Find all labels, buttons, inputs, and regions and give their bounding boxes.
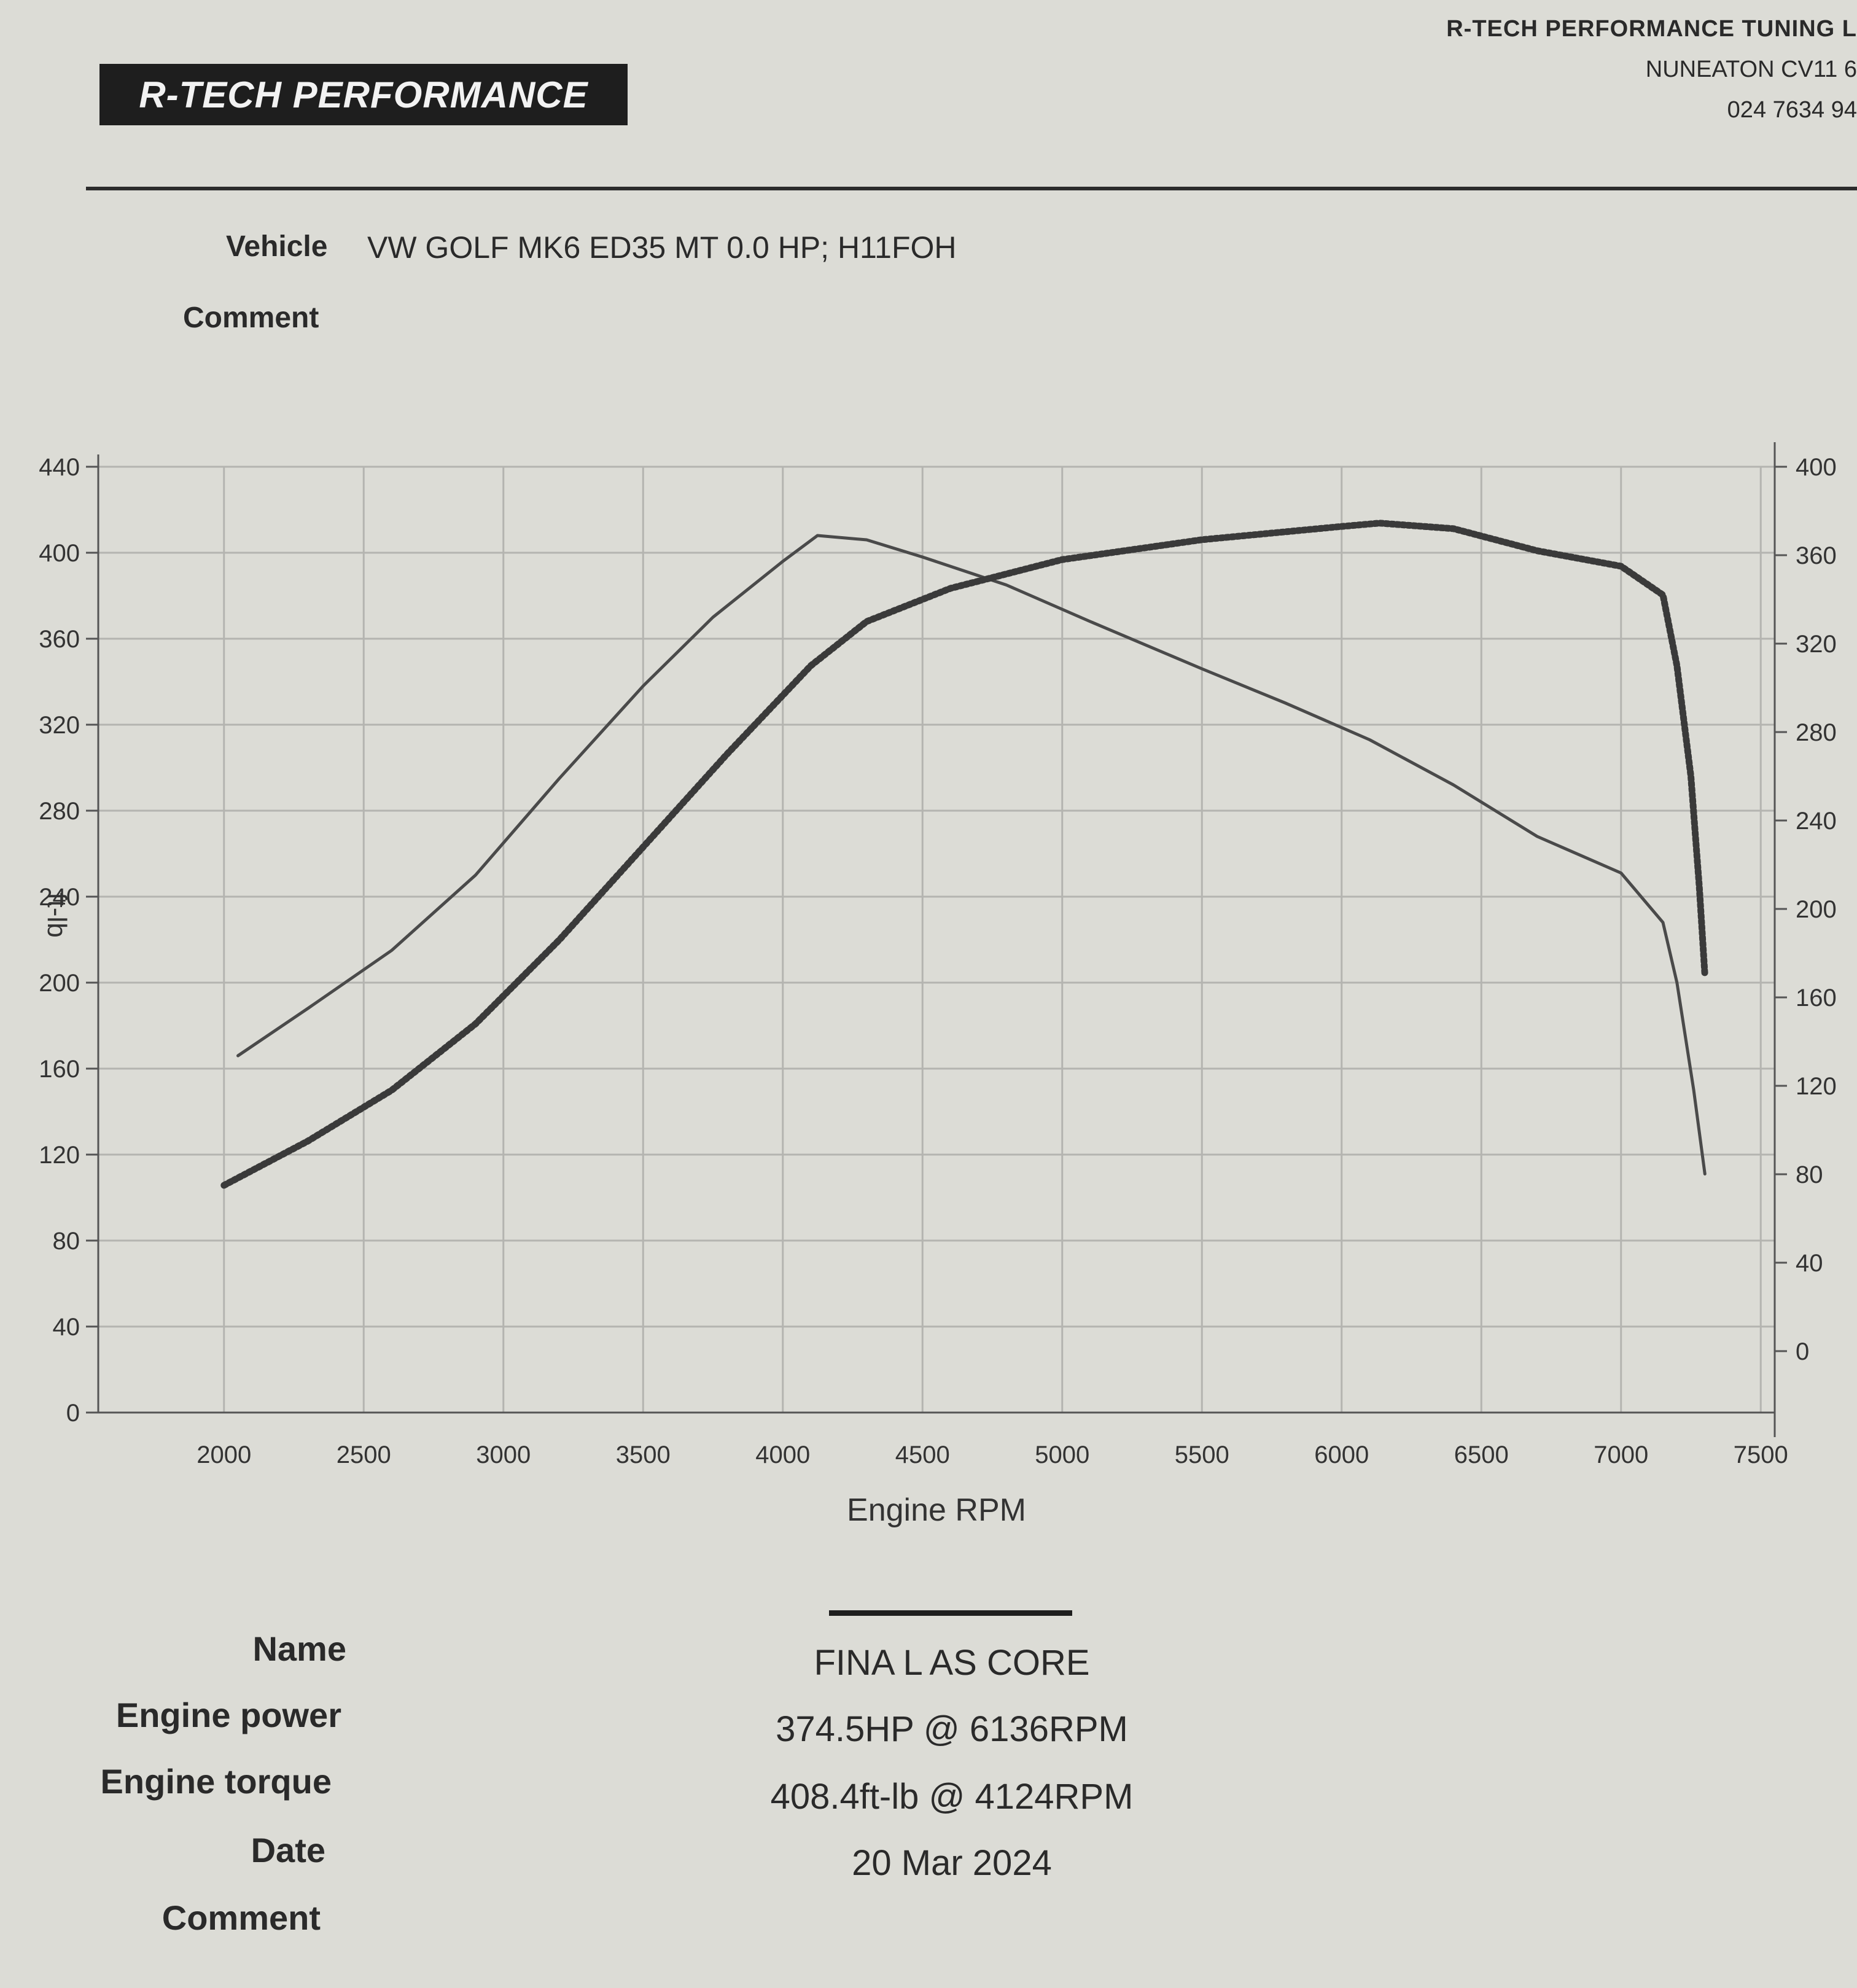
y2-tick-label: 80 — [1796, 1161, 1823, 1188]
dyno-chart: 2000 2500 3000 3500 4000 4500 5000 5500 6000 6500… — [39, 442, 1837, 1528]
x-tick-label: 3000 — [476, 1441, 531, 1468]
summary-name-value: FINA L AS CORE — [814, 1643, 1090, 1683]
y2-tick-label: 40 — [1796, 1250, 1823, 1277]
summary-torque-value: 408.4ft-lb @ 4124RPM — [770, 1777, 1134, 1817]
chart-grid — [98, 466, 1775, 1414]
x-tick-label: 7500 — [1734, 1441, 1788, 1468]
company-town: NUNEATON CV11 6 — [1645, 57, 1857, 82]
x-tick-label: 5500 — [1175, 1441, 1229, 1468]
y-tick-label: 360 — [39, 626, 80, 653]
y-tick-label: 0 — [66, 1400, 80, 1427]
x-tick-label: 3500 — [616, 1441, 671, 1468]
x-tick-label: 2500 — [337, 1441, 391, 1468]
y-tick-label: 160 — [39, 1056, 80, 1083]
company-address-block: R-TECH PERFORMANCE TUNING L NUNEATON CV1… — [1304, 9, 1857, 130]
vehicle-label: Vehicle — [226, 230, 328, 263]
x-tick-label: 4500 — [895, 1441, 950, 1468]
torque-curve — [236, 534, 1707, 1175]
header-divider — [86, 187, 1857, 190]
y-tick-label: 40 — [53, 1314, 80, 1341]
comment-label: Comment — [183, 302, 319, 334]
y-tick-label: 440 — [39, 454, 80, 481]
summary-comment-label: Comment — [162, 1898, 321, 1937]
y2-tick-label: 160 — [1796, 984, 1837, 1012]
power-curve — [220, 520, 1708, 1189]
summary-date-label: Date — [251, 1831, 325, 1869]
summary-power-label: Engine power — [115, 1696, 341, 1734]
y2-tick-label: 120 — [1796, 1073, 1837, 1100]
company-logo: R-TECH PERFORMANCE — [99, 64, 628, 125]
x-tick-label: 7000 — [1594, 1441, 1648, 1468]
y2-tick-label: 320 — [1796, 631, 1837, 658]
x-tick-label: 4000 — [755, 1441, 810, 1468]
x-tick-label: 6500 — [1454, 1441, 1509, 1468]
company-name: R-TECH PERFORMANCE TUNING L — [1446, 16, 1857, 42]
y2-tick-label: 360 — [1796, 542, 1837, 569]
legend-line-sample — [829, 1610, 1072, 1616]
y2-tick-label: 280 — [1796, 719, 1837, 746]
y2-tick-label: 400 — [1796, 454, 1837, 481]
chart-series — [220, 520, 1708, 1189]
logo-text: R-TECH PERFORMANCE — [139, 74, 588, 115]
x-tick-label: 6000 — [1314, 1441, 1369, 1468]
x-tick-label: 5000 — [1035, 1441, 1089, 1468]
summary-name-label: Name — [252, 1629, 346, 1668]
y2-tick-label: 0 — [1796, 1338, 1809, 1365]
summary-torque-label: Engine torque — [100, 1762, 332, 1801]
y-tick-label: 200 — [39, 970, 80, 997]
x-axis-label: Engine RPM — [847, 1492, 1026, 1528]
y-tick-label: 240 — [39, 884, 80, 911]
y-tick-label: 120 — [39, 1142, 80, 1169]
chart-axes — [97, 442, 1776, 1437]
y-tick-label: 80 — [53, 1228, 80, 1255]
chart-ticks: 2000 2500 3000 3500 4000 4500 5000 5500 6000 6500… — [39, 454, 1837, 1468]
y2-tick-label: 240 — [1796, 808, 1837, 835]
x-tick-label: 2000 — [197, 1441, 251, 1468]
y2-tick-label: 200 — [1796, 896, 1837, 923]
y-axis-label: ft-lb — [42, 892, 72, 937]
y-tick-label: 320 — [39, 712, 80, 739]
company-phone: 024 7634 94 — [1727, 97, 1857, 123]
summary-date-value: 20 Mar 2024 — [852, 1843, 1052, 1883]
summary-power-value: 374.5HP @ 6136RPM — [776, 1709, 1128, 1749]
y-tick-label: 280 — [39, 798, 80, 825]
y-tick-label: 400 — [39, 540, 80, 567]
vehicle-value: VW GOLF MK6 ED35 MT 0.0 HP; H11FOH — [367, 230, 957, 265]
